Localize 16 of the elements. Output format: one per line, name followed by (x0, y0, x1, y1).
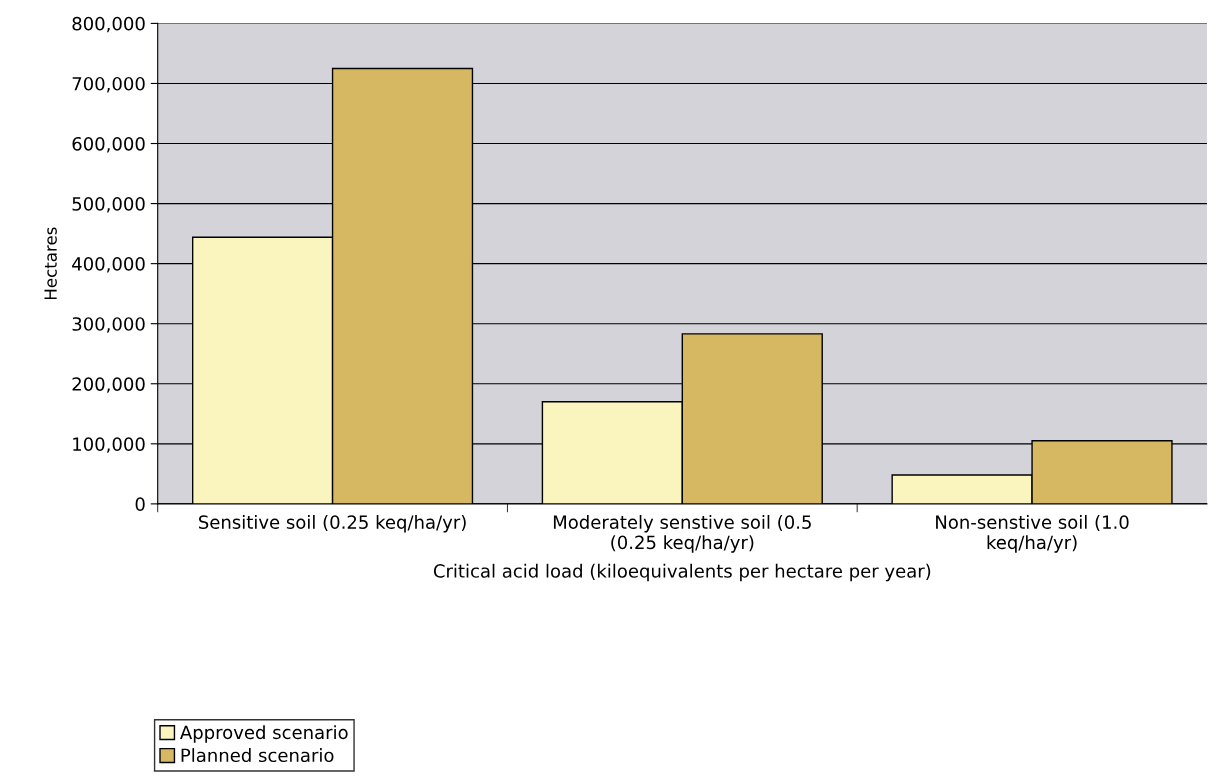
x-tick-label: Moderately senstive soil (0.5 (0.25 keq/ha/yr) (553, 514, 811, 553)
y-tick-label: 100,000 (73, 437, 145, 453)
y-tick-label: 200,000 (72, 377, 145, 393)
y-axis-title: Hectares (44, 227, 57, 300)
legend-label: Approved scenario (180, 725, 348, 743)
y-tick-label: 400,000 (72, 257, 145, 273)
y-tick-label: 0 (135, 497, 145, 511)
legend-label: Planned scenario (181, 748, 334, 763)
x-axis-title: Critical acid load (kiloequivalents per hectare per year) (433, 563, 931, 582)
y-tick-label: 500,000 (72, 197, 145, 213)
y-tick-label: 800,000 (72, 16, 145, 33)
x-tick-label: Non-senstive soil (1.0 keq/ha/yr) (936, 514, 1129, 553)
y-tick-label: 300,000 (72, 317, 145, 333)
y-tick-label: 700,000 (72, 76, 145, 93)
y-tick-label: 600,000 (72, 136, 145, 153)
x-tick-label: Sensitive soil (0.25 keq/ha/yr) (199, 514, 466, 533)
